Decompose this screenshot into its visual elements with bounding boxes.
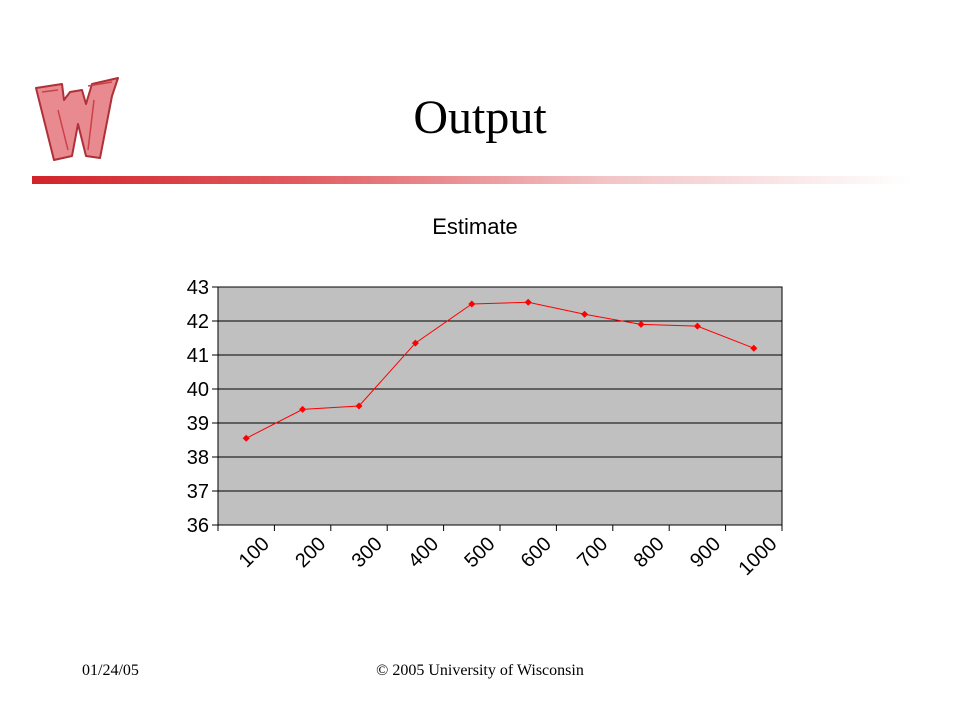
y-tick-label: 43 (187, 277, 209, 299)
x-tick-label: 100 (235, 533, 274, 572)
data-point (468, 300, 476, 308)
y-tick-label: 38 (187, 447, 209, 469)
data-point (524, 298, 532, 306)
data-point (411, 339, 419, 347)
y-tick-label: 39 (187, 413, 209, 435)
data-point (581, 310, 589, 318)
x-tick-label: 400 (404, 533, 443, 572)
y-tick-label: 36 (187, 515, 209, 537)
footer-copyright: © 2005 University of Wisconsin (376, 662, 584, 679)
x-tick-label: 200 (291, 533, 330, 572)
y-tick-label: 40 (187, 379, 209, 401)
y-tick-label: 42 (187, 311, 209, 333)
x-tick-label: 600 (517, 533, 556, 572)
x-tick-label: 900 (686, 533, 725, 572)
title-divider (32, 176, 912, 184)
wisconsin-w-logo-icon (35, 77, 119, 161)
data-point (750, 344, 758, 352)
slide-title: Output (413, 91, 547, 144)
plot-area (217, 286, 783, 526)
x-tick-label: 800 (630, 533, 669, 572)
data-point (355, 402, 363, 410)
data-point (242, 434, 250, 442)
estimate-line-chart: 36 37 38 39 40 41 42 43 100 200 300 400 500 600 700 800… (187, 277, 783, 580)
x-tick-label: 1000 (735, 533, 782, 580)
data-point (299, 405, 307, 413)
footer-date: 01/24/05 (82, 662, 139, 679)
series-line (245, 301, 754, 439)
data-point (637, 320, 645, 328)
x-tick-label: 700 (573, 533, 612, 572)
y-tick-label: 41 (187, 345, 209, 367)
x-tick-label: 300 (348, 533, 387, 572)
y-tick-label: 37 (187, 481, 209, 503)
data-point (693, 322, 701, 330)
x-tick-label: 500 (460, 533, 499, 572)
chart-title: Estimate (432, 214, 518, 239)
